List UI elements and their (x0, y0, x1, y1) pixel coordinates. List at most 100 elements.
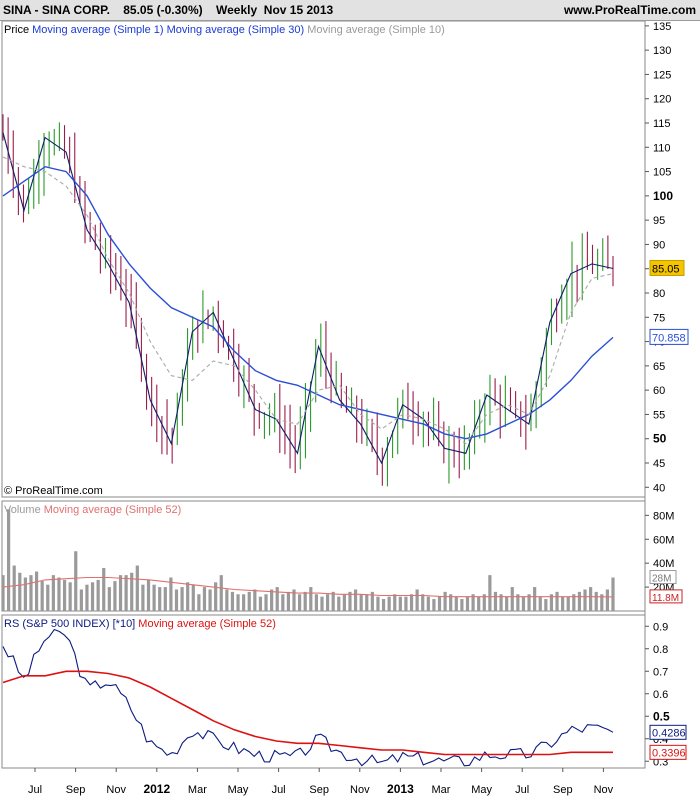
volume-bar (516, 594, 520, 611)
volume-bar (281, 594, 285, 611)
panel-frame-2 (1, 614, 646, 769)
rs-legend-item: RS (S&P 500 INDEX) [*10] (4, 618, 135, 630)
x-tick-label: Sep (309, 784, 329, 796)
price-tick-label: 115 (653, 118, 671, 130)
volume-bar (292, 589, 296, 611)
volume-bar (437, 596, 442, 611)
x-tick-label: Jul (515, 784, 529, 796)
volume-bar (202, 587, 207, 611)
volume-bar (572, 594, 576, 611)
x-tick-label: Mar (188, 784, 207, 796)
rs-tick-label: 0.9 (653, 621, 668, 633)
volume-bar (18, 572, 22, 611)
volume-bar (510, 587, 514, 611)
volume-bar (303, 591, 307, 611)
rs-value-box (649, 724, 687, 740)
price-tick-label: 110 (653, 142, 671, 154)
volume-bar (46, 584, 50, 611)
price-tick-label: 105 (653, 167, 671, 179)
price-legend-item: Moving average (Simple 1) (29, 24, 164, 36)
period-label: Weekly (215, 3, 258, 17)
x-tick-label: Jul (28, 784, 42, 796)
volume-bar (247, 591, 251, 611)
volume-bar (163, 587, 167, 611)
price-tick-label: 90 (653, 239, 665, 251)
volume-bar (309, 587, 313, 611)
ma30-value-box (649, 328, 689, 345)
volume-bar (337, 596, 341, 611)
price-tick-label: 50 (653, 432, 667, 446)
volume-bar (432, 599, 436, 611)
volume-bar (600, 594, 604, 611)
volume-bar (23, 577, 27, 611)
volume-bar (85, 584, 89, 611)
volume-bar (561, 596, 565, 611)
volume-bar (135, 565, 139, 611)
volume-bar (465, 596, 470, 611)
volume-bar (12, 565, 16, 611)
volume-bar (90, 582, 95, 611)
volume-bar (370, 591, 374, 611)
ma30-value-label: 70.858 (652, 332, 686, 344)
volume-bar (314, 594, 318, 611)
volume-bar (353, 589, 358, 611)
price-tick-label: 100 (653, 189, 673, 203)
volume-bar (493, 591, 498, 611)
volume-bar (34, 571, 39, 611)
volume-bar (258, 596, 263, 611)
volume-bar (96, 579, 100, 611)
volume-bar (208, 589, 212, 611)
volume-bar (1, 575, 5, 611)
volume-bar (270, 589, 274, 611)
volume-bar (488, 575, 492, 611)
volume-bar (325, 594, 330, 611)
volume-bar (415, 589, 419, 611)
rs-line (2, 628, 614, 767)
x-tick-label: 2013 (387, 782, 414, 796)
x-tick-label: Sep (553, 784, 573, 796)
volume-bar (594, 591, 598, 611)
site-link[interactable]: www.ProRealTime.com (563, 3, 696, 17)
price-series-line (2, 165, 614, 440)
volume-bar (605, 589, 610, 611)
volume-bar (180, 587, 184, 611)
volume-bar (236, 594, 240, 611)
volume-tick-label: 60M (653, 534, 674, 546)
volume-bar (107, 587, 111, 611)
rs-tick-label: 0.8 (653, 644, 668, 656)
volume-tick-label: 80M (653, 510, 674, 522)
price-tick-label: 75 (653, 312, 665, 324)
price-tick-label: 135 (653, 21, 671, 33)
volume-bar (365, 594, 369, 611)
volume-bar (381, 599, 386, 611)
volume-bar (214, 582, 218, 611)
volume-bar (118, 575, 123, 611)
rs-ma-line (2, 670, 613, 756)
volume-bar (421, 594, 425, 611)
copyright-label: © ProRealTime.com (4, 485, 103, 497)
volume-bar (499, 594, 503, 611)
x-tick-label: Nov (350, 784, 370, 796)
volume-bar (320, 596, 324, 611)
volume-legend-item: Volume (4, 504, 41, 516)
volume-bar (409, 594, 414, 611)
volume-bar (225, 589, 229, 611)
chart-header: SINA - SINA CORP. 85.05 (-0.30%) Weekly … (0, 0, 700, 21)
volume-bar (393, 594, 397, 611)
volume-bar (62, 579, 67, 611)
price-tick-label: 60 (653, 385, 665, 397)
volume-bar (57, 577, 61, 611)
x-tick-label: May (471, 784, 492, 796)
volume-ma-value-label: 11.8M (652, 593, 679, 604)
price-tick-label: 120 (653, 94, 671, 106)
volume-bar (141, 584, 145, 611)
volume-bar (577, 591, 582, 611)
volume-bar (230, 591, 235, 611)
price-series-line (2, 156, 614, 445)
volume-bar (477, 596, 481, 611)
volume-bar (219, 575, 223, 611)
volume-legend: Volume Moving average (Simple 52) (4, 504, 181, 516)
x-tick-label: Sep (66, 784, 86, 796)
panel-frame-0 (1, 20, 646, 498)
